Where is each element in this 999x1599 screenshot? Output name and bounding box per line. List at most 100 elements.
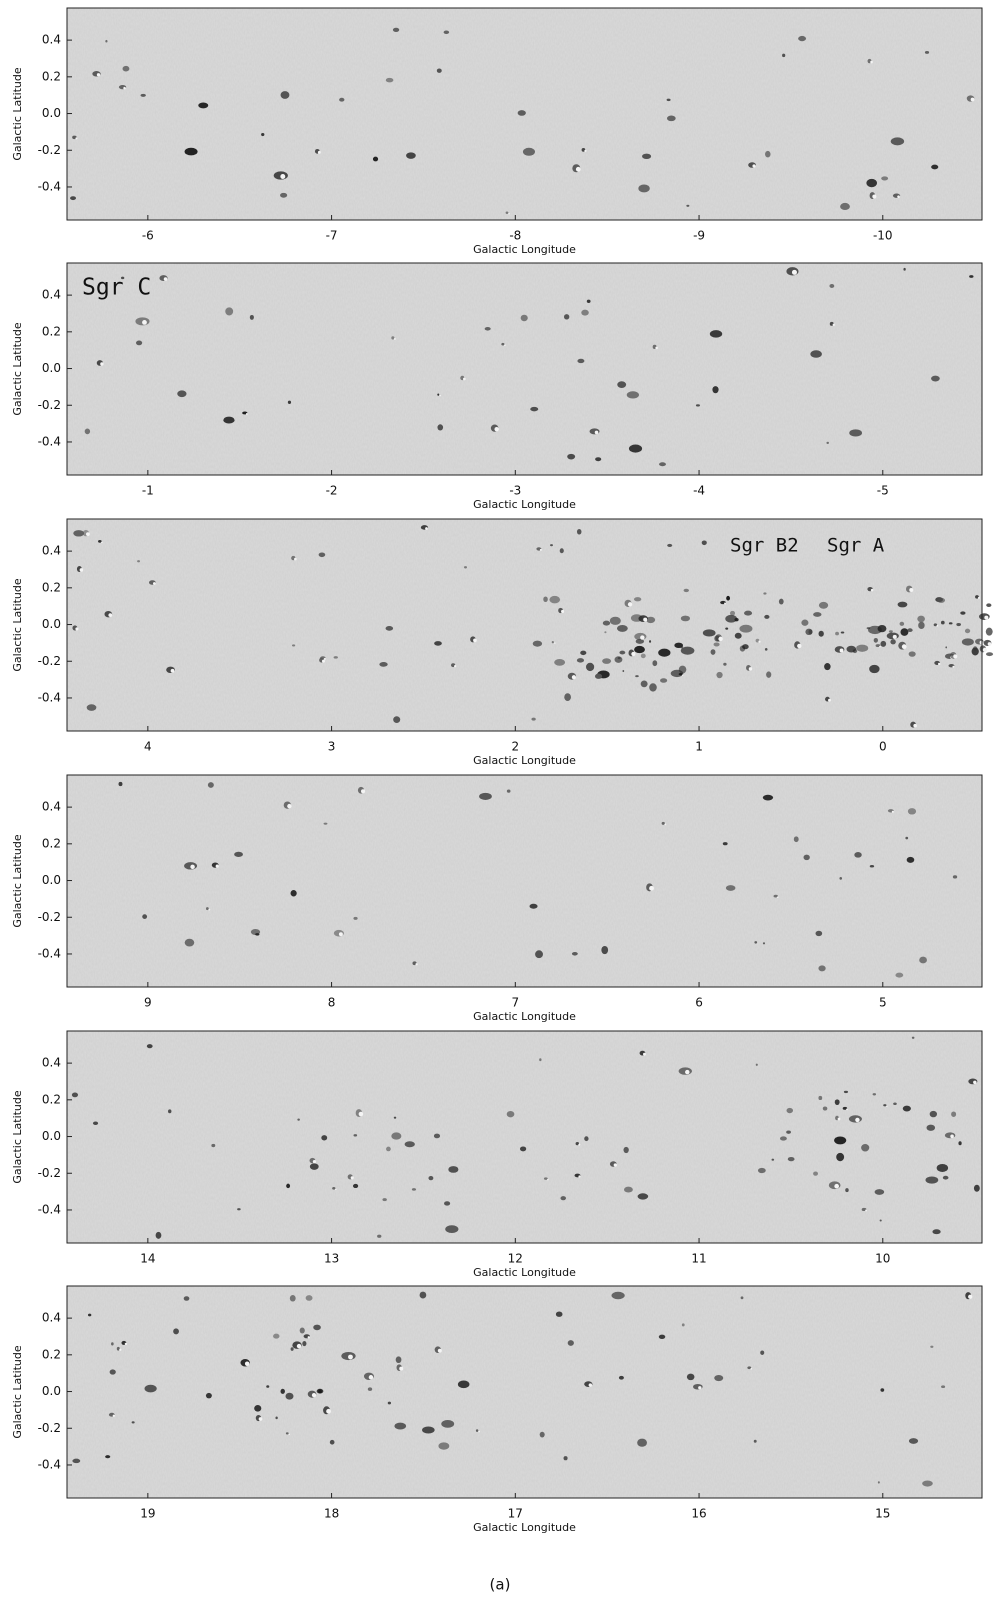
- emission-blob: [951, 1111, 957, 1117]
- emission-blob: [649, 683, 657, 692]
- x-tick-label: -10: [873, 229, 893, 243]
- emission-halo: [718, 636, 723, 642]
- emission-blob: [275, 1416, 278, 1420]
- x-tick-label: 13: [324, 1252, 339, 1266]
- emission-blob: [822, 1106, 828, 1111]
- y-tick-label: 0.2: [42, 1092, 61, 1106]
- x-tick-label: 8: [328, 996, 336, 1010]
- emission-blob: [457, 1380, 470, 1389]
- emission-blob: [826, 441, 829, 445]
- emission-blob: [734, 617, 739, 622]
- emission-blob: [323, 822, 328, 825]
- x-tick-label: 0: [879, 740, 887, 754]
- emission-halo: [462, 377, 466, 381]
- emission-blob: [839, 877, 843, 880]
- emission-blob: [73, 530, 85, 537]
- y-tick-label: 0.0: [42, 1384, 61, 1398]
- emission-halo: [335, 1188, 337, 1191]
- emission-blob: [616, 624, 628, 632]
- emission-blob: [628, 444, 643, 453]
- emission-blob: [422, 1426, 435, 1434]
- emission-blob: [586, 299, 591, 303]
- emission-blob: [105, 1455, 111, 1459]
- emission-blob: [808, 629, 813, 635]
- emission-blob: [933, 623, 938, 627]
- emission-blob: [778, 598, 784, 605]
- emission-blob: [385, 626, 394, 631]
- emission-blob: [393, 1116, 397, 1119]
- emission-halo: [685, 1069, 690, 1075]
- emission-blob: [329, 1439, 335, 1445]
- emission-blob: [444, 1201, 451, 1206]
- emission-halo: [321, 659, 325, 663]
- emission-blob: [658, 648, 671, 657]
- emission-blob: [971, 647, 979, 656]
- emission-blob: [118, 781, 123, 787]
- emission-blob: [633, 597, 642, 602]
- emission-blob: [463, 566, 467, 569]
- emission-blob: [554, 659, 566, 666]
- emission-halo: [119, 1348, 122, 1351]
- emission-blob: [377, 1234, 382, 1238]
- emission-blob: [782, 53, 786, 58]
- emission-halo: [640, 635, 645, 640]
- emission-halo: [215, 864, 219, 868]
- emission-blob: [905, 836, 909, 840]
- emission-blob: [586, 662, 595, 672]
- emission-blob: [725, 885, 736, 891]
- emission-blob: [786, 1130, 791, 1134]
- emission-blob: [411, 1188, 417, 1191]
- x-tick-label: 15: [875, 1507, 890, 1521]
- emission-blob: [818, 601, 829, 609]
- emission-blob: [652, 660, 658, 667]
- emission-blob: [297, 1118, 300, 1121]
- emission-blob: [834, 1099, 840, 1106]
- x-tick-label: 18: [324, 1507, 339, 1521]
- panel: -1 -2 -3 -4 -5 0.4 0.2 0.0 -0.2 -0.4 Galactic Long…: [11, 262, 983, 511]
- y-tick-label: -0.2: [38, 143, 61, 157]
- map-texture: [67, 263, 982, 475]
- emission-blob: [506, 789, 511, 793]
- emission-halo: [163, 277, 168, 281]
- x-tick-label: -9: [693, 229, 705, 243]
- y-axis-label: Galactic Latitude: [11, 1090, 24, 1184]
- emission-blob: [318, 1389, 322, 1394]
- emission-blob: [290, 890, 297, 897]
- emission-blob: [714, 1374, 724, 1382]
- emission-halo: [870, 588, 874, 592]
- emission-blob: [773, 894, 778, 898]
- emission-halo: [539, 548, 542, 551]
- emission-blob: [648, 640, 652, 643]
- y-tick-label: 0.4: [42, 1311, 61, 1325]
- emission-blob: [205, 907, 209, 911]
- emission-blob: [479, 792, 492, 800]
- emission-halo: [832, 323, 835, 327]
- emission-blob: [305, 1295, 313, 1301]
- emission-blob: [640, 680, 648, 688]
- emission-blob: [289, 1295, 296, 1302]
- emission-halo: [326, 1408, 331, 1414]
- emission-blob: [763, 592, 767, 595]
- emission-halo: [909, 588, 914, 593]
- emission-blob: [299, 1327, 305, 1334]
- emission-blob: [392, 27, 400, 32]
- caption: (a): [490, 1576, 511, 1594]
- emission-blob: [140, 93, 146, 97]
- emission-blob: [419, 1291, 427, 1299]
- emission-blob: [945, 646, 948, 649]
- y-tick-label: 0.0: [42, 617, 61, 631]
- emission-blob: [835, 631, 839, 636]
- emission-blob: [903, 267, 906, 271]
- y-tick-label: -0.2: [38, 1166, 61, 1180]
- emission-blob: [985, 627, 993, 636]
- emission-halo: [75, 137, 78, 140]
- emission-blob: [725, 614, 738, 623]
- emission-blob: [881, 176, 889, 181]
- x-tick-label: 9: [144, 996, 152, 1010]
- emission-blob: [843, 1090, 849, 1094]
- emission-blob: [146, 1044, 153, 1049]
- emission-blob: [394, 1422, 407, 1430]
- emission-blob: [437, 393, 440, 396]
- emission-halo: [245, 413, 248, 415]
- emission-blob: [930, 1345, 934, 1348]
